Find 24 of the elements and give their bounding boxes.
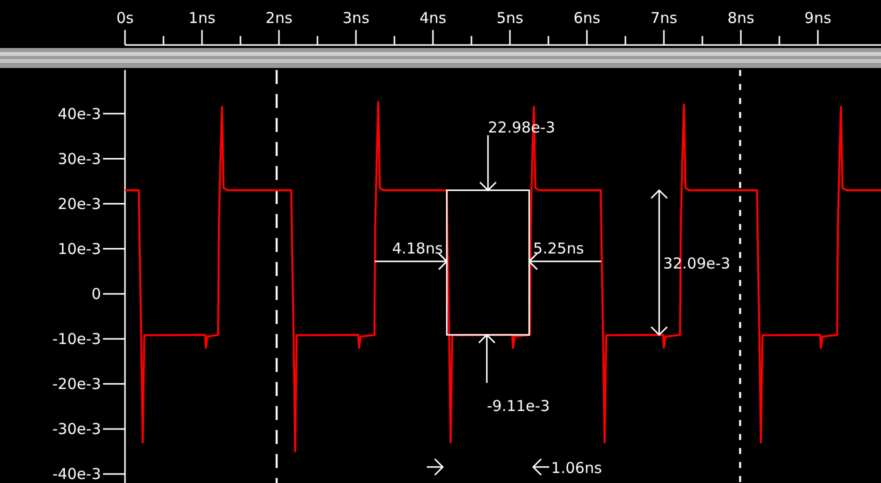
x-tick-label: 2ns bbox=[266, 9, 293, 27]
x-tick-label: 0s bbox=[116, 9, 134, 27]
y-tick-label: -30e-3 bbox=[52, 420, 101, 438]
x-tick-label: 4ns bbox=[420, 9, 447, 27]
y-tick-label: -10e-3 bbox=[52, 330, 101, 348]
x-tick-label: 9ns bbox=[804, 9, 832, 27]
x-tick-label: 6ns bbox=[573, 9, 601, 27]
annotation: 1.06ns bbox=[551, 459, 602, 477]
x-tick-label: 8ns bbox=[727, 9, 754, 27]
y-tick-label: -40e-3 bbox=[52, 465, 101, 483]
y-tick-label: 40e-3 bbox=[58, 104, 101, 123]
annotation: 4.18ns bbox=[392, 239, 443, 258]
annotation: 5.25ns bbox=[533, 239, 584, 258]
annotation: -9.11e-3 bbox=[486, 396, 550, 415]
x-tick-label: 3ns bbox=[342, 9, 370, 27]
y-tick-label: -20e-3 bbox=[52, 375, 101, 394]
x-tick-label: 5ns bbox=[496, 9, 524, 27]
y-tick-label: 20e-3 bbox=[58, 195, 101, 214]
y-tick-label: 0 bbox=[91, 285, 101, 304]
x-tick-label: 1ns bbox=[188, 9, 216, 27]
y-tick-label: 10e-3 bbox=[58, 240, 101, 258]
line-series bbox=[124, 100, 881, 452]
x-tick-label: 7ns bbox=[650, 9, 678, 27]
y-tick-label: 30e-3 bbox=[58, 150, 101, 168]
